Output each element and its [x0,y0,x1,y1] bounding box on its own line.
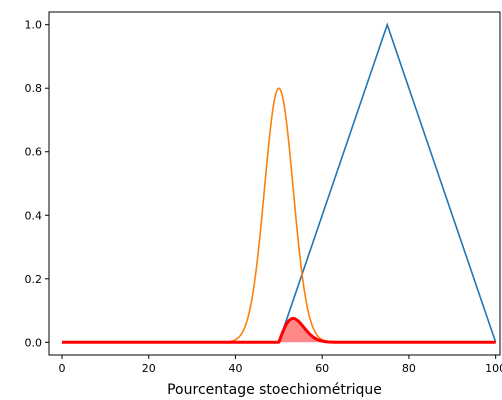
x-tick-label: 100 [485,362,502,375]
x-tick-label: 60 [315,362,329,375]
series-gaussian-line [62,87,496,344]
y-tick-label: 0.8 [25,82,43,95]
y-tick-label: 1.0 [25,19,43,32]
y-tick-label: 0.0 [25,336,43,349]
x-axis: 0 20 40 60 80 100 [59,355,502,375]
series-triangle-line [62,22,497,344]
x-tick-label: 40 [228,362,242,375]
x-axis-title: Pourcentage stoechiométrique [167,382,382,398]
y-tick-label: 0.6 [25,146,43,159]
x-tick-label: 80 [402,362,416,375]
y-axis: 0.0 0.2 0.4 0.6 0.8 1.0 [25,19,49,349]
y-tick-label: 0.2 [25,273,43,286]
plot-area [48,11,501,356]
x-tick-label: 20 [142,362,156,375]
plot-frame [48,11,501,356]
series-product-line [61,316,497,344]
y-tick-label: 0.4 [25,209,43,222]
x-tick-label: 0 [59,362,66,375]
